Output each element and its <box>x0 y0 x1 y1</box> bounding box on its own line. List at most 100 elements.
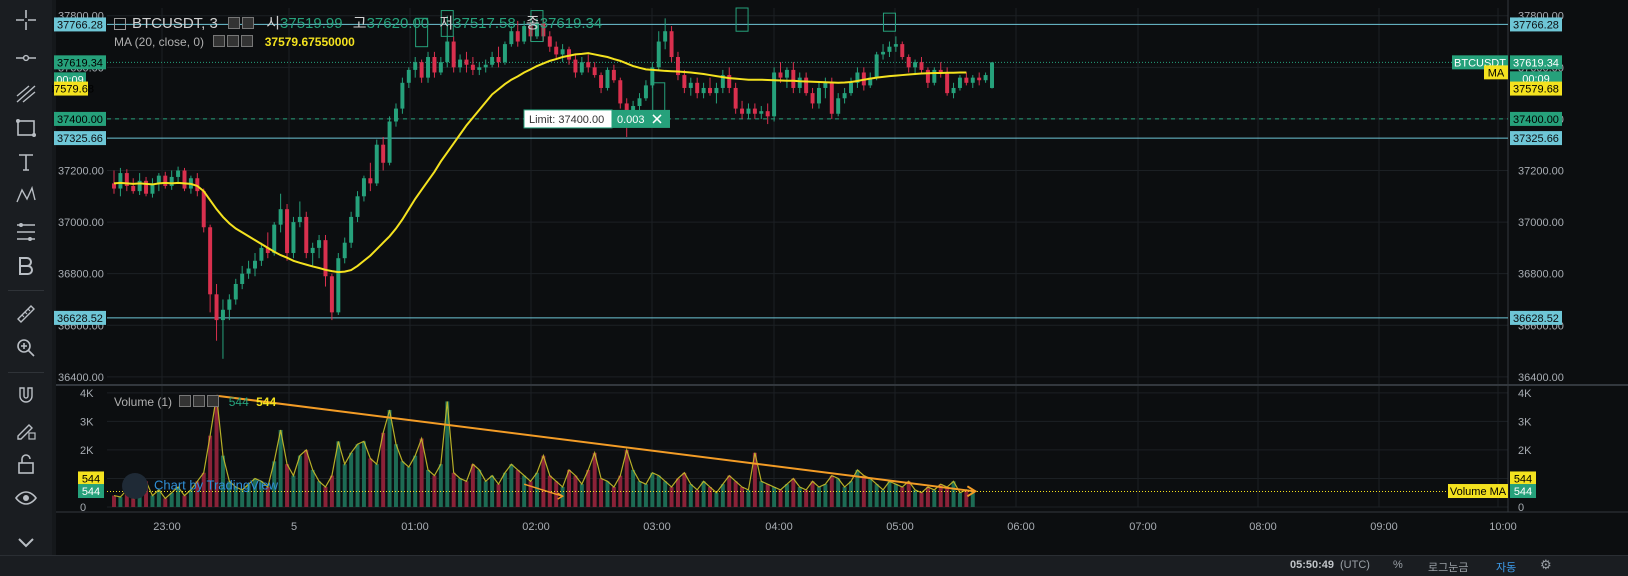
ma-name-badge: MA <box>1484 65 1508 80</box>
volume-bar <box>791 478 796 507</box>
candle <box>643 80 648 101</box>
candle <box>727 67 732 94</box>
volume-bar <box>804 489 809 507</box>
volume-bar <box>964 489 969 507</box>
volume-bar <box>131 498 136 507</box>
percent-toggle[interactable]: % <box>1393 559 1403 571</box>
candle <box>964 72 969 86</box>
candle <box>669 26 674 63</box>
volume-bar <box>323 487 328 507</box>
candle <box>509 26 514 47</box>
candle <box>836 93 841 117</box>
candle <box>163 171 168 189</box>
volume-bar <box>797 487 802 507</box>
price-tick-left-3: 37200.00 <box>58 165 104 177</box>
candle <box>983 72 988 83</box>
magnet-icon[interactable] <box>10 382 42 410</box>
crosshair-icon[interactable] <box>10 6 42 34</box>
collapse-icon[interactable] <box>114 18 126 31</box>
volume-bar <box>541 455 546 507</box>
volume-settings-icon[interactable] <box>179 395 221 410</box>
brush-icon[interactable] <box>10 252 42 280</box>
log-toggle[interactable]: 로그눈금 <box>1428 562 1469 574</box>
volume-bar <box>727 475 732 507</box>
candle <box>913 59 918 76</box>
legend-settings-icon[interactable] <box>228 16 256 33</box>
last-price-badge: 37619.34 <box>1510 55 1562 70</box>
volume-bar <box>124 489 129 507</box>
candle <box>336 253 341 315</box>
eye-icon[interactable] <box>10 484 42 512</box>
volume-bar <box>624 449 629 507</box>
trend-line-icon[interactable] <box>10 80 42 108</box>
ma-line <box>113 52 967 274</box>
close-icon[interactable] <box>652 114 662 124</box>
volume-bar <box>567 469 572 507</box>
lock-drawing-icon[interactable] <box>10 416 42 444</box>
ruler-icon[interactable] <box>10 300 42 328</box>
candle <box>938 62 943 78</box>
zoom-icon[interactable] <box>10 334 42 362</box>
candlestick-chart[interactable]: 37800.0037800.0037600.0037600.0037400.00… <box>48 0 1628 555</box>
candle <box>477 62 482 76</box>
candle <box>611 64 616 83</box>
candle <box>265 232 270 259</box>
volume-bar <box>361 441 366 507</box>
candle <box>297 201 302 228</box>
hline-badge-right-0: 37766.28 <box>1510 17 1562 32</box>
volume-bar <box>400 461 405 507</box>
candle <box>816 82 821 109</box>
chart-area[interactable]: 37800.0037800.0037600.0037600.0037400.00… <box>48 0 1628 555</box>
candle <box>925 67 930 88</box>
volume-bar <box>932 489 937 507</box>
volume-bar <box>156 489 161 507</box>
candle <box>400 77 405 114</box>
time-label-3: 02:00 <box>522 521 550 533</box>
volume-bar <box>285 464 290 507</box>
unlock-icon[interactable] <box>10 450 42 478</box>
candle <box>253 253 257 277</box>
watermark[interactable]: Chart by TradingView <box>122 473 278 499</box>
limit-order-qty: 0.003 <box>617 114 645 126</box>
candle <box>176 166 181 184</box>
volume-bar <box>419 438 424 507</box>
volume-tick-left-4: 0 <box>80 502 86 514</box>
volume-bar <box>112 495 116 507</box>
volume-bar <box>137 492 142 507</box>
volume-label: Volume (1) <box>114 395 173 409</box>
volume-bar <box>906 481 911 507</box>
candle <box>220 299 225 359</box>
candle <box>291 216 296 259</box>
volume-bar <box>310 469 315 507</box>
candle <box>637 93 642 112</box>
candle <box>451 36 456 73</box>
chevron-down-icon[interactable] <box>10 528 42 556</box>
limit-order-text: Limit: 37400.00 <box>529 114 604 126</box>
volume-bar <box>118 497 123 507</box>
auto-toggle[interactable]: 자동 <box>1496 562 1517 574</box>
candle <box>893 36 898 52</box>
left-last-price-badge: 37619.34 <box>54 55 106 70</box>
price-tick-left-5: 36800.00 <box>58 269 104 281</box>
hline-badge-text-left-1: 37325.66 <box>57 133 103 145</box>
candle <box>746 103 751 119</box>
candle <box>714 82 719 104</box>
rectangle-icon[interactable] <box>10 114 42 142</box>
candle <box>368 162 373 192</box>
ma-settings-icon[interactable] <box>213 35 255 50</box>
pattern-icon[interactable] <box>10 182 42 210</box>
candle <box>977 72 982 86</box>
candle <box>285 204 290 261</box>
volume-tick-4: 0 <box>1518 502 1524 514</box>
horizontal-line-icon[interactable] <box>10 44 42 72</box>
timezone[interactable]: (UTC) <box>1340 559 1370 571</box>
volume-bar <box>611 487 616 507</box>
gear-icon[interactable]: ⚙ <box>1540 557 1552 572</box>
left-volume-ma-badge-text: 544 <box>82 473 100 485</box>
candle <box>150 178 155 198</box>
legend-ma: MA (20, close, 0) 37579.67550000 <box>114 35 355 50</box>
volume-bar <box>970 491 975 507</box>
volume-bar <box>163 498 168 507</box>
fib-retracement-icon[interactable] <box>10 218 42 246</box>
text-tool-icon[interactable] <box>10 148 42 176</box>
